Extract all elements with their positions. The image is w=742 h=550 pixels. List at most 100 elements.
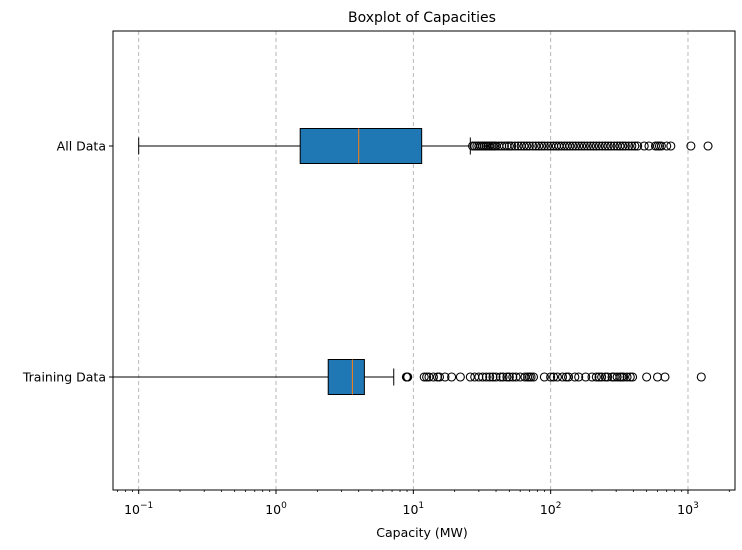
outlier-point <box>564 372 574 382</box>
outlier-point <box>600 141 610 151</box>
plot-area-frame <box>112 30 736 491</box>
outlier-point <box>625 372 635 382</box>
outlier-point <box>609 141 619 151</box>
outlier-point <box>565 141 575 151</box>
outlier-point <box>660 372 670 382</box>
outlier-point <box>619 372 629 382</box>
x-tick-label-base: 10 <box>403 502 419 517</box>
outlier-point <box>696 372 706 382</box>
y-category-label: All Data <box>57 139 106 154</box>
chart-title: Boxplot of Capacities <box>348 10 496 26</box>
outlier-point <box>591 141 601 151</box>
outlier-point <box>507 141 517 151</box>
outlier-point <box>539 372 549 382</box>
outlier-point <box>499 141 509 151</box>
outlier-point <box>606 141 616 151</box>
y-category-label: Training Data <box>22 370 106 385</box>
x-tick-label-exponent: −1 <box>140 501 153 511</box>
outlier-point <box>428 372 438 382</box>
outlier-point <box>522 141 532 151</box>
outlier-point <box>537 141 547 151</box>
outlier-point <box>588 141 599 151</box>
outlier-point <box>526 372 536 382</box>
outlier-point <box>513 141 523 151</box>
outlier-point <box>581 372 591 382</box>
outlier-point <box>455 372 465 382</box>
outlier-point <box>582 141 592 151</box>
outlier-point <box>488 372 498 382</box>
outlier-point <box>557 372 568 382</box>
outlier-point <box>528 372 539 382</box>
outlier-point <box>585 141 596 151</box>
outlier-point <box>568 141 578 151</box>
outlier-point <box>652 372 663 382</box>
outlier-point <box>495 372 505 382</box>
x-tick-label-exponent: 0 <box>281 501 287 511</box>
outlier-point <box>633 141 643 151</box>
boxes-layer <box>112 128 713 395</box>
outlier-point <box>419 372 429 382</box>
outlier-point <box>620 141 630 151</box>
outlier-point <box>434 372 445 382</box>
outlier-point <box>571 141 581 151</box>
outlier-point <box>481 372 491 382</box>
iqr-box <box>327 359 365 395</box>
outlier-point <box>600 372 610 382</box>
outlier-point <box>546 372 556 382</box>
outlier-point <box>478 372 488 382</box>
outlier-point <box>508 372 518 382</box>
outlier-point <box>656 141 666 151</box>
outlier-point <box>577 141 587 151</box>
x-axis-label: Capacity (MW) <box>376 525 468 540</box>
outlier-point <box>603 141 613 151</box>
x-tick-label: 100 <box>265 501 287 517</box>
outlier-point <box>587 372 597 382</box>
outlier-point <box>543 141 553 151</box>
x-gridlines <box>138 31 689 490</box>
outlier-point <box>627 141 637 151</box>
outlier-point <box>422 372 432 382</box>
x-tick-label-exponent: 2 <box>556 501 562 511</box>
outlier-point <box>549 372 559 382</box>
outlier-point <box>504 141 514 151</box>
outlier-point <box>594 372 604 382</box>
outlier-point <box>628 372 638 382</box>
outlier-point <box>539 141 549 151</box>
outlier-point <box>662 141 672 151</box>
outlier-point <box>524 141 534 151</box>
outlier-point <box>498 372 508 382</box>
outlier-point <box>502 372 512 382</box>
x-tick-label-exponent: 3 <box>693 501 699 511</box>
outlier-point <box>615 141 625 151</box>
outlier-point <box>447 372 457 382</box>
x-tick-label-base: 10 <box>677 502 693 517</box>
outlier-point <box>703 141 713 151</box>
x-tick-label-exponent: 1 <box>418 501 424 511</box>
outlier-point <box>534 141 544 151</box>
x-tick-label-base: 10 <box>540 502 556 517</box>
outlier-point <box>491 372 501 382</box>
outlier-point <box>485 372 495 382</box>
outlier-point <box>686 141 696 151</box>
x-tick-label: 10−1 <box>124 501 153 517</box>
outlier-point <box>622 372 632 382</box>
outlier-point <box>574 372 584 382</box>
y-axis-category-labels: All Data Training Data <box>22 139 113 385</box>
iqr-box <box>299 128 423 164</box>
x-tick-label: 103 <box>677 501 699 517</box>
outlier-point <box>403 372 413 382</box>
outlier-point <box>639 141 649 151</box>
outlier-point <box>579 141 589 151</box>
outlier-point <box>552 372 562 382</box>
outlier-point <box>510 141 520 151</box>
x-tick-label-base: 10 <box>124 502 140 517</box>
x-axis-ticks: 10−1 100 101 102 103 <box>117 490 730 517</box>
box-group <box>112 359 706 395</box>
outlier-point <box>612 372 622 382</box>
outlier-point <box>594 141 604 151</box>
outlier-point <box>528 141 538 151</box>
x-tick-label-base: 10 <box>265 502 281 517</box>
outlier-point <box>597 141 607 151</box>
outlier-point <box>624 141 634 151</box>
